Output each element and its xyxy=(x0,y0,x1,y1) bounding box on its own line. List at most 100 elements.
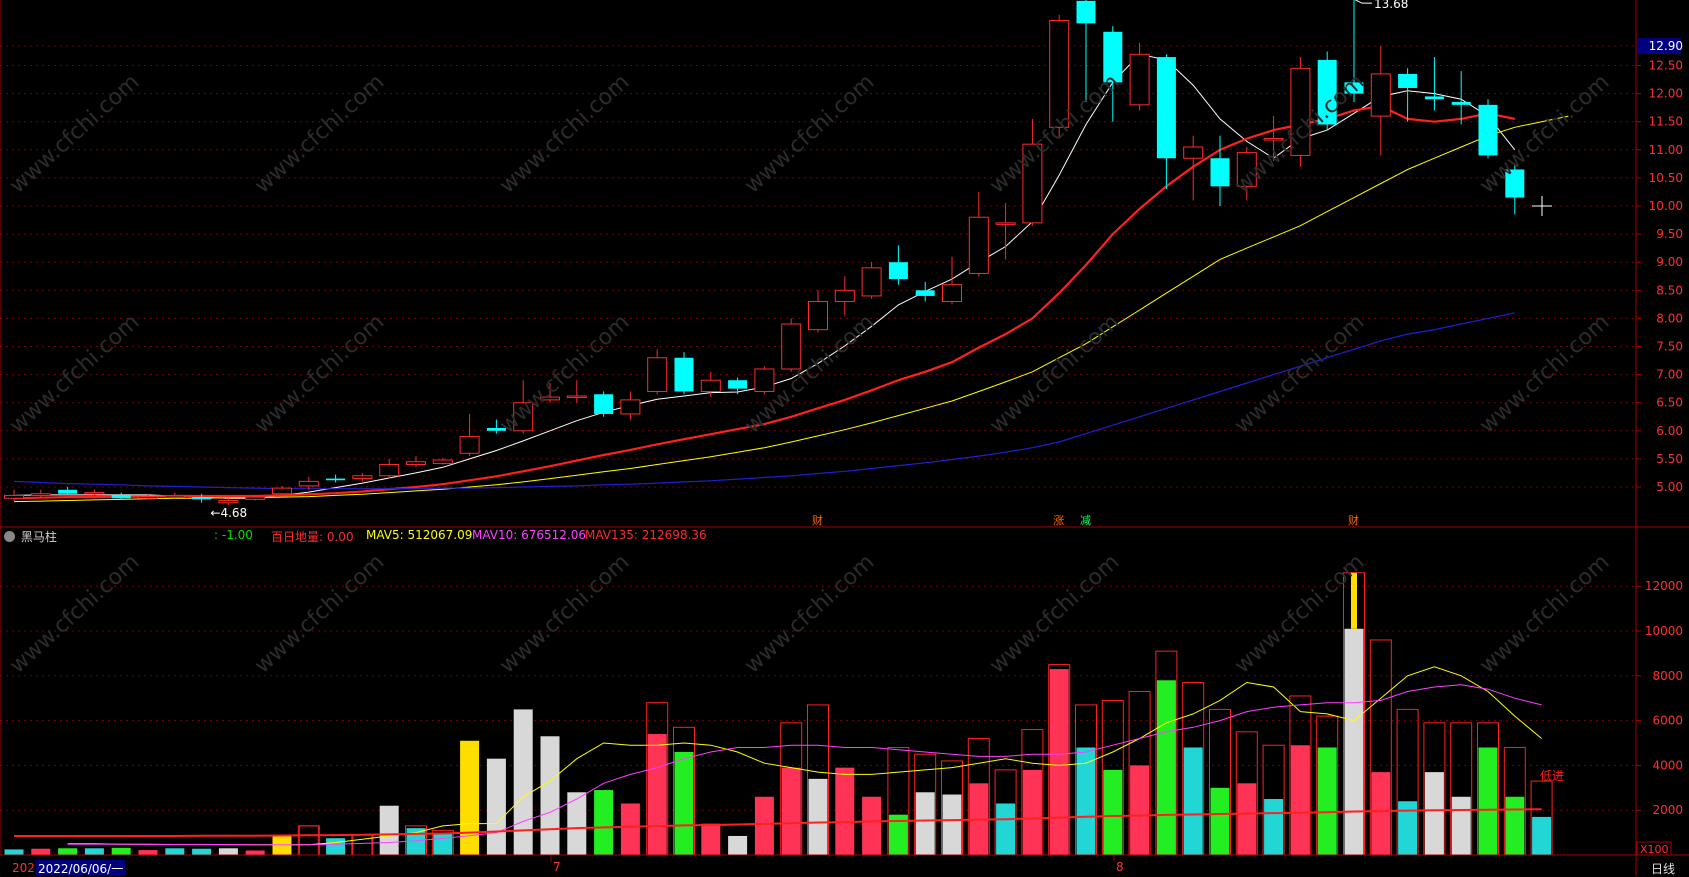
candle-body xyxy=(1156,57,1176,159)
mav5-value: MAV5: 512067.09 xyxy=(366,528,473,542)
footer-left-fragment: 202 xyxy=(12,861,35,875)
annotations: 13.68 ←4.68 财 涨 减 财低进 xyxy=(210,0,1564,783)
volume-bar xyxy=(647,734,667,855)
volume-tick-label: 2000 xyxy=(1652,803,1683,817)
volume-bar xyxy=(781,767,801,855)
volume-bar xyxy=(192,848,212,855)
indicator-legend: 黑马柱 xyxy=(4,528,57,544)
volume-bar xyxy=(165,848,185,855)
volume-bar xyxy=(218,848,238,855)
volume-outline xyxy=(351,834,374,856)
volume-tick-label: 6000 xyxy=(1652,714,1683,728)
current-price-box xyxy=(1637,38,1681,55)
month-label: 7 xyxy=(553,860,561,874)
volume-tick-label: 12000 xyxy=(1645,579,1683,593)
ma-line-ma60 xyxy=(13,312,1515,490)
volume-bar xyxy=(1183,747,1203,855)
candle-body xyxy=(1451,102,1471,105)
price-tick-label: 10.00 xyxy=(1649,199,1683,213)
candle-body xyxy=(1290,67,1311,156)
candle-body xyxy=(326,478,346,481)
volume-bar xyxy=(996,803,1016,855)
ma-line-ma20 xyxy=(13,115,1569,503)
volume-bar xyxy=(888,814,908,855)
volume-bar xyxy=(862,796,882,855)
price-tick-label: 5.50 xyxy=(1656,452,1683,466)
candle-body xyxy=(915,290,935,296)
candle-body xyxy=(513,402,534,432)
candle-body xyxy=(84,492,105,495)
indicator-param2: 百日地量: 0.00 xyxy=(271,530,354,544)
candle-body xyxy=(1210,158,1230,187)
volume-bar xyxy=(808,778,828,855)
volume-bar xyxy=(1398,801,1418,855)
candle-body xyxy=(406,461,426,466)
candle-body xyxy=(30,493,51,496)
candle-body xyxy=(192,497,212,500)
ma-line-ma5 xyxy=(13,53,1516,499)
price-tick-label: 11.00 xyxy=(1649,143,1683,157)
volume-bar xyxy=(1156,680,1176,855)
candle-body xyxy=(1236,152,1257,187)
candle-body xyxy=(594,394,614,414)
volume-bar xyxy=(701,823,721,855)
candle-body xyxy=(1398,73,1418,88)
volume-bar xyxy=(540,736,560,855)
volume-bar xyxy=(1344,628,1364,855)
volume-bar xyxy=(1264,799,1284,855)
candle-body xyxy=(647,357,668,392)
volume-bar xyxy=(915,792,935,855)
period-label[interactable]: 日线 xyxy=(1651,862,1676,876)
candle-body xyxy=(1505,169,1525,198)
volume-bar xyxy=(460,740,480,855)
indicator-name: 黑马柱 xyxy=(20,530,57,544)
candle-body xyxy=(754,368,775,392)
low-label: ←4.68 xyxy=(210,506,247,520)
volume-bar xyxy=(326,838,346,855)
candle-body xyxy=(1129,53,1150,106)
candle-body xyxy=(432,459,453,464)
price-tick-label: 10.50 xyxy=(1649,171,1683,185)
price-tick-label: 7.50 xyxy=(1656,340,1683,354)
volume-bar xyxy=(1210,787,1230,855)
candle-body xyxy=(379,464,400,477)
event-marker: 减 xyxy=(1080,514,1091,527)
candle-body xyxy=(834,289,855,303)
candle-body xyxy=(620,399,641,415)
side-label: 低进 xyxy=(1540,769,1564,783)
volume-bar xyxy=(567,792,587,855)
volume-bar-highlight xyxy=(1351,572,1357,629)
high-label: 13.68 xyxy=(1374,0,1408,11)
volume-outline xyxy=(297,825,320,856)
volume-unit-box xyxy=(1636,841,1672,856)
candle-body xyxy=(566,395,587,398)
price-tick-label: 9.00 xyxy=(1656,255,1683,269)
volume-bar xyxy=(1371,772,1391,855)
current-price-label: 12.90 xyxy=(1649,39,1683,53)
candlesticks[interactable] xyxy=(4,0,1525,505)
mav10-value: MAV10: 676512.06 xyxy=(472,528,587,542)
mav-line-mav135 xyxy=(14,808,1542,837)
candle-body xyxy=(218,499,239,504)
volume-bar xyxy=(1424,772,1444,855)
volume-bar xyxy=(138,850,158,855)
volume-bar xyxy=(674,751,694,855)
candle-body xyxy=(808,301,828,331)
candle-body xyxy=(138,496,158,499)
collapse-circle-icon[interactable] xyxy=(4,531,15,542)
grid-lines xyxy=(0,45,1636,811)
candle-body xyxy=(1344,82,1364,94)
volume-bar xyxy=(1478,747,1498,855)
volume-bar xyxy=(245,850,265,855)
volume-bar xyxy=(728,835,748,855)
price-tick-label: 8.50 xyxy=(1656,283,1683,297)
candle-body xyxy=(995,222,1016,225)
volume-bar xyxy=(1049,669,1069,855)
candle-body xyxy=(888,262,908,280)
candle-body xyxy=(1317,59,1337,125)
price-tick-label: 12.00 xyxy=(1649,87,1683,101)
candle-body xyxy=(58,489,78,494)
candle-body xyxy=(352,475,373,480)
